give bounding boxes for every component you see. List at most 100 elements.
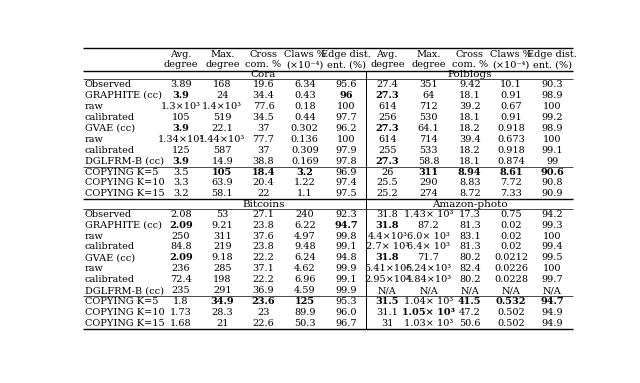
Text: 168: 168	[213, 80, 232, 89]
Text: 274: 274	[419, 190, 438, 198]
Text: Cross
com. %: Cross com. %	[246, 50, 282, 69]
Text: 714: 714	[419, 135, 438, 144]
Text: 97.5: 97.5	[335, 190, 357, 198]
Text: 3.89: 3.89	[170, 80, 192, 89]
Text: 9.21: 9.21	[211, 221, 233, 229]
Text: calibrated: calibrated	[84, 275, 135, 284]
Text: 2.08: 2.08	[170, 210, 192, 219]
Text: 22.1: 22.1	[211, 124, 233, 133]
Text: 99.1: 99.1	[335, 275, 357, 284]
Text: raw: raw	[84, 102, 104, 111]
Text: 125: 125	[295, 297, 315, 306]
Text: 19.6: 19.6	[253, 80, 275, 89]
Text: 255: 255	[378, 146, 397, 155]
Text: 236: 236	[172, 264, 190, 273]
Text: 9.42: 9.42	[459, 80, 481, 89]
Text: 2.09: 2.09	[169, 221, 193, 229]
Text: 20.4: 20.4	[253, 178, 275, 188]
Text: 105: 105	[172, 113, 190, 122]
Text: 90.8: 90.8	[541, 178, 563, 188]
Text: 3.9: 3.9	[173, 91, 189, 100]
Text: 94.9: 94.9	[541, 319, 563, 328]
Text: 125: 125	[172, 146, 190, 155]
Text: 533: 533	[419, 146, 438, 155]
Text: 0.309: 0.309	[291, 146, 319, 155]
Text: 21: 21	[216, 319, 228, 328]
Text: 0.02: 0.02	[500, 231, 522, 241]
Text: 0.874: 0.874	[497, 157, 525, 165]
Text: 87.2: 87.2	[418, 221, 440, 229]
Text: DGLFRM-B (cc): DGLFRM-B (cc)	[84, 286, 164, 295]
Text: 22: 22	[257, 190, 270, 198]
Text: 50.3: 50.3	[294, 319, 316, 328]
Text: 3.9: 3.9	[173, 124, 189, 133]
Text: 3.2: 3.2	[296, 167, 313, 177]
Text: 519: 519	[213, 113, 232, 122]
Text: N/A: N/A	[460, 286, 479, 295]
Text: 18.1: 18.1	[459, 113, 481, 122]
Text: 94.9: 94.9	[541, 308, 563, 317]
Text: 1.05× 10³: 1.05× 10³	[402, 308, 455, 317]
Text: 219: 219	[213, 242, 232, 252]
Text: 82.4: 82.4	[459, 264, 481, 273]
Text: 31.8: 31.8	[376, 254, 399, 262]
Text: 37.1: 37.1	[253, 264, 275, 273]
Text: 64.1: 64.1	[418, 124, 440, 133]
Text: Bitcoins: Bitcoins	[243, 200, 285, 209]
Text: 77.7: 77.7	[253, 135, 275, 144]
Text: 99.9: 99.9	[335, 264, 356, 273]
Text: 98.9: 98.9	[541, 91, 563, 100]
Text: 94.8: 94.8	[335, 254, 357, 262]
Text: 99.5: 99.5	[541, 254, 563, 262]
Text: 0.91: 0.91	[500, 91, 522, 100]
Text: Edge dist.
ent. (%): Edge dist. ent. (%)	[321, 50, 371, 69]
Text: 1.44×10³: 1.44×10³	[199, 135, 245, 144]
Text: 18.2: 18.2	[459, 146, 481, 155]
Text: 285: 285	[213, 264, 232, 273]
Text: GVAE (cc): GVAE (cc)	[84, 124, 135, 133]
Text: 8.72: 8.72	[459, 190, 481, 198]
Text: 2.7× 10³: 2.7× 10³	[365, 242, 409, 252]
Text: 18.1: 18.1	[459, 91, 481, 100]
Text: Polblogs: Polblogs	[447, 70, 492, 79]
Text: N/A: N/A	[543, 286, 562, 295]
Text: 0.0228: 0.0228	[494, 275, 528, 284]
Text: 99.8: 99.8	[335, 231, 356, 241]
Text: 39.2: 39.2	[459, 102, 481, 111]
Text: 64: 64	[422, 91, 435, 100]
Text: 712: 712	[419, 102, 438, 111]
Text: 5.41×10³: 5.41×10³	[364, 264, 410, 273]
Text: Claws %
(×10⁻⁴): Claws % (×10⁻⁴)	[490, 50, 532, 69]
Text: 99.2: 99.2	[541, 113, 563, 122]
Text: 4.4×10³: 4.4×10³	[367, 231, 407, 241]
Text: 0.67: 0.67	[500, 102, 522, 111]
Text: 27.4: 27.4	[376, 80, 398, 89]
Text: 94.7: 94.7	[540, 297, 564, 306]
Text: 37.6: 37.6	[253, 231, 275, 241]
Text: 6.22: 6.22	[294, 221, 316, 229]
Text: 100: 100	[543, 135, 561, 144]
Text: 1.8: 1.8	[173, 297, 189, 306]
Text: 8.83: 8.83	[459, 178, 481, 188]
Text: COPYING K=10: COPYING K=10	[84, 308, 164, 317]
Text: 9.48: 9.48	[294, 242, 316, 252]
Text: 0.136: 0.136	[291, 135, 319, 144]
Text: calibrated: calibrated	[84, 146, 135, 155]
Text: 3.3: 3.3	[173, 178, 189, 188]
Text: Claws %
(×10⁻⁴): Claws % (×10⁻⁴)	[284, 50, 326, 69]
Text: COPYING K=15: COPYING K=15	[84, 190, 164, 198]
Text: 0.91: 0.91	[500, 113, 522, 122]
Text: 34.4: 34.4	[253, 91, 275, 100]
Text: 7.72: 7.72	[500, 178, 522, 188]
Text: 2.95×10³: 2.95×10³	[364, 275, 410, 284]
Text: Avg.
degree: Avg. degree	[164, 50, 198, 69]
Text: 0.02: 0.02	[500, 242, 522, 252]
Text: 1.4×10³: 1.4×10³	[202, 102, 243, 111]
Text: 27.3: 27.3	[376, 124, 399, 133]
Text: GRAPHITE (cc): GRAPHITE (cc)	[84, 91, 162, 100]
Text: 1.43× 10³: 1.43× 10³	[404, 210, 453, 219]
Text: 27.1: 27.1	[253, 210, 275, 219]
Text: 97.7: 97.7	[335, 113, 357, 122]
Text: 6.0× 10³: 6.0× 10³	[407, 231, 450, 241]
Text: 614: 614	[378, 102, 397, 111]
